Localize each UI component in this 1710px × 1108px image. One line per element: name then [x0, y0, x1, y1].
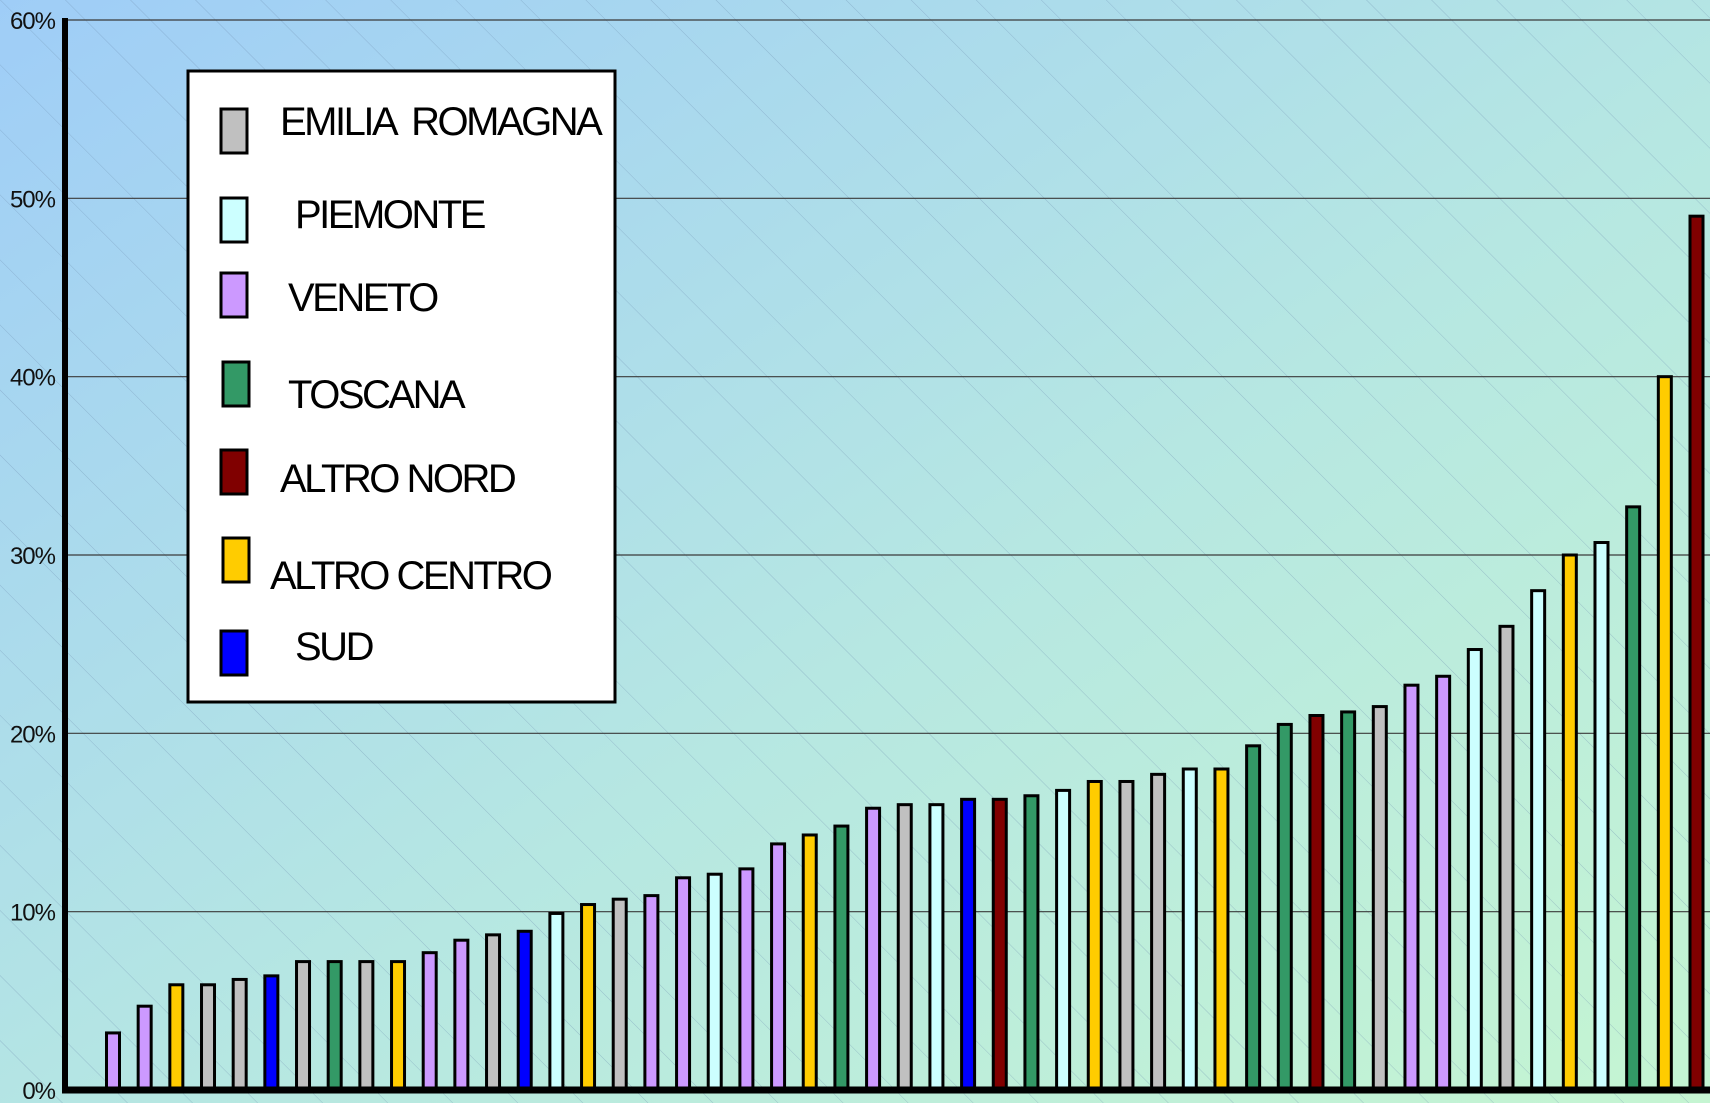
y-tick-label: 20%	[10, 721, 56, 748]
bar	[200, 983, 217, 1092]
bar	[168, 983, 185, 1092]
bar	[991, 797, 1008, 1092]
y-tick-label: 0%	[22, 1078, 55, 1103]
bar	[1245, 744, 1262, 1092]
legend-box	[186, 69, 617, 704]
bar	[390, 960, 407, 1092]
y-axis-tick-labels: 0% 10% 20% 30% 40% 50% 60%	[10, 8, 57, 1105]
bar	[1118, 779, 1135, 1092]
bar	[706, 872, 723, 1092]
bar	[675, 876, 692, 1092]
legend-label: PIEMONTE	[295, 193, 485, 237]
legend-swatch	[221, 360, 251, 408]
bar	[738, 867, 755, 1092]
bar	[1371, 705, 1388, 1092]
bar	[105, 1031, 121, 1092]
bar	[770, 842, 787, 1092]
bar	[865, 806, 882, 1092]
bar	[1561, 553, 1578, 1092]
bar	[1340, 710, 1357, 1092]
bar	[358, 960, 375, 1092]
bar	[231, 977, 248, 1092]
legend-swatch	[219, 107, 249, 155]
bar	[1023, 794, 1040, 1092]
bar	[960, 797, 977, 1092]
bar	[1625, 505, 1642, 1092]
bar	[1308, 714, 1325, 1092]
legend-swatch	[219, 196, 249, 244]
bar	[516, 929, 533, 1092]
y-tick-label: 60%	[10, 8, 56, 35]
y-tick-label: 40%	[10, 365, 56, 392]
bar	[580, 903, 597, 1092]
bar	[326, 960, 343, 1092]
bar	[136, 1004, 153, 1092]
bar	[1276, 722, 1293, 1092]
bar	[833, 824, 850, 1092]
bar	[548, 911, 565, 1092]
legend-label: ALTRO NORD	[280, 457, 515, 501]
bar	[1055, 788, 1072, 1092]
legend-label: SUD	[295, 625, 373, 669]
bar	[485, 933, 502, 1092]
legend-swatch	[221, 536, 251, 584]
bar	[263, 974, 280, 1092]
bar	[1688, 214, 1705, 1092]
bar	[1498, 624, 1515, 1092]
y-tick-label: 50%	[10, 186, 56, 213]
y-tick-label: 30%	[10, 543, 56, 570]
legend: EMILIA ROMAGNA PIEMONTE VENETO TOSCANA ALTRO…	[186, 69, 617, 704]
bar	[1403, 683, 1420, 1092]
bar	[1530, 589, 1547, 1092]
legend-label: VENETO	[288, 276, 438, 320]
legend-label: TOSCANA	[288, 373, 466, 417]
bar	[1656, 375, 1673, 1092]
y-tick-label: 10%	[10, 900, 56, 927]
bar	[1435, 674, 1452, 1092]
legend-label: ALTRO CENTRO	[270, 554, 552, 598]
bar	[643, 894, 660, 1092]
bar	[1150, 772, 1167, 1092]
legend-swatch	[219, 629, 249, 677]
legend-label: EMILIA ROMAGNA	[280, 100, 603, 144]
legend-swatch	[219, 271, 249, 319]
bar	[1213, 767, 1230, 1092]
bar	[1086, 779, 1103, 1092]
bar	[1593, 541, 1610, 1092]
bar	[1466, 648, 1483, 1092]
bar	[611, 897, 628, 1092]
bar	[896, 803, 913, 1092]
bar	[421, 951, 438, 1092]
bar	[453, 938, 470, 1092]
legend-swatch	[219, 448, 249, 496]
bar	[1181, 767, 1198, 1092]
bar	[295, 960, 312, 1092]
bar	[801, 833, 818, 1092]
bar	[928, 803, 945, 1092]
